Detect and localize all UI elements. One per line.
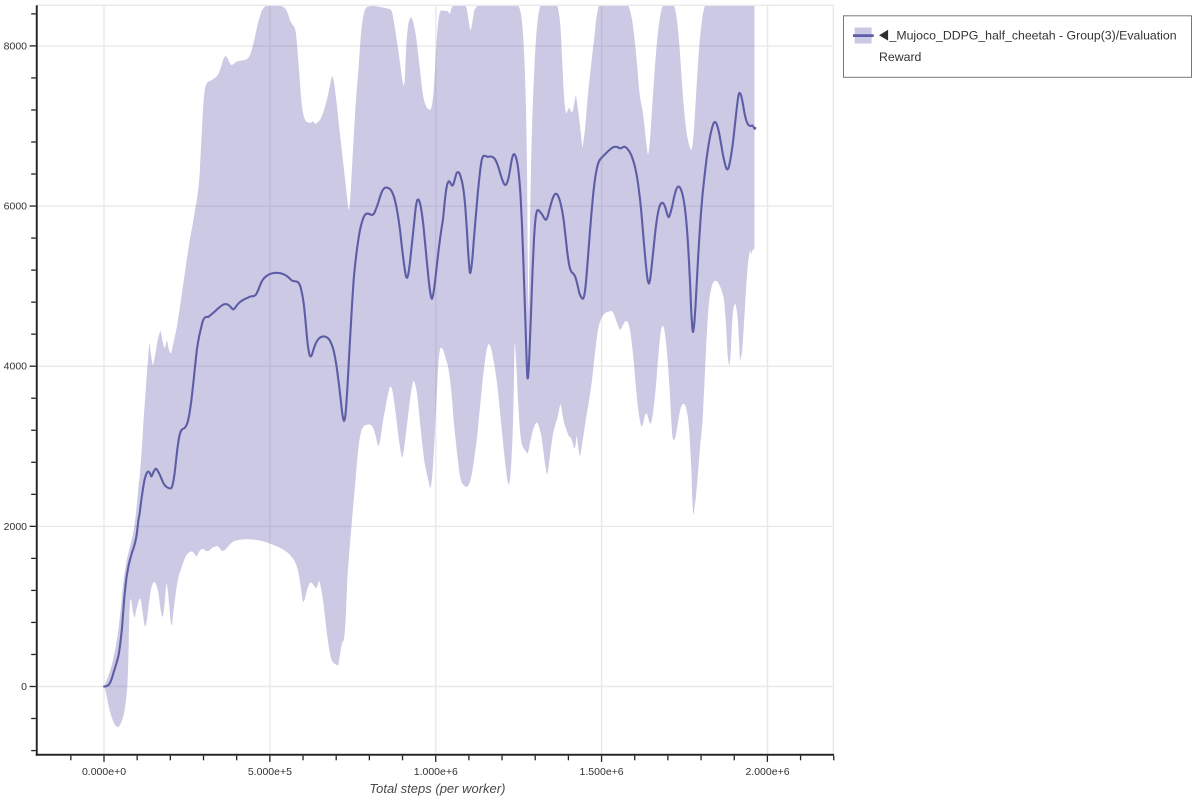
svg-text:8000: 8000 — [4, 41, 28, 53]
svg-text:Total steps (per worker): Total steps (per worker) — [369, 781, 505, 796]
svg-text:1.000e+6: 1.000e+6 — [414, 766, 458, 778]
svg-text:Reward: Reward — [879, 50, 922, 64]
svg-text:0: 0 — [21, 681, 27, 693]
svg-text:1.500e+6: 1.500e+6 — [580, 766, 624, 778]
svg-text:2000: 2000 — [4, 521, 28, 533]
svg-text:5.000e+5: 5.000e+5 — [248, 766, 292, 778]
svg-text:0.000e+0: 0.000e+0 — [82, 766, 126, 778]
svg-text:2.000e+6: 2.000e+6 — [745, 766, 789, 778]
svg-text:6000: 6000 — [4, 201, 28, 213]
svg-text:4000: 4000 — [4, 361, 28, 373]
svg-text:_Mujoco_DDPG_half_cheetah - Gr: _Mujoco_DDPG_half_cheetah - Group(3)/Eva… — [889, 29, 1177, 43]
